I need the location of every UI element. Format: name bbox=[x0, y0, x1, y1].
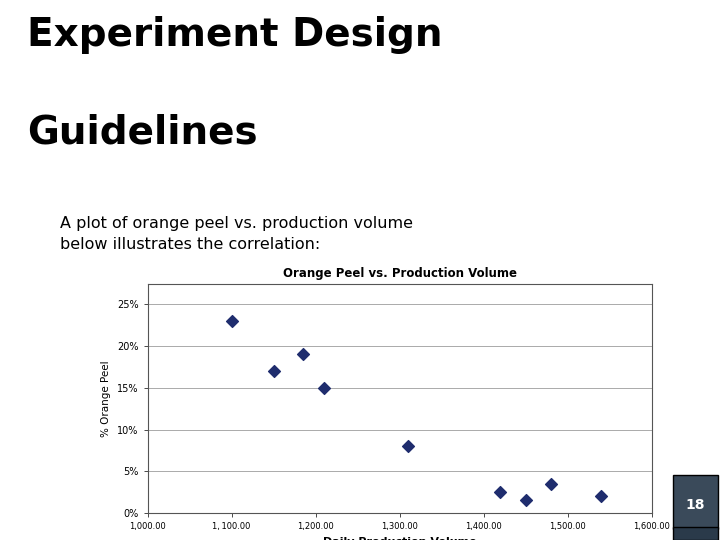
Point bbox=[595, 492, 607, 501]
Text: 18: 18 bbox=[685, 498, 706, 512]
Point bbox=[226, 317, 238, 326]
Point bbox=[495, 488, 506, 496]
FancyBboxPatch shape bbox=[673, 526, 718, 540]
Point bbox=[402, 442, 414, 450]
Point bbox=[520, 496, 531, 505]
X-axis label: Daily Production Volume: Daily Production Volume bbox=[323, 537, 477, 540]
Point bbox=[297, 350, 309, 359]
Point bbox=[545, 480, 557, 488]
Point bbox=[268, 367, 279, 375]
Title: Orange Peel vs. Production Volume: Orange Peel vs. Production Volume bbox=[282, 267, 516, 280]
Point bbox=[318, 383, 330, 392]
Text: Guidelines: Guidelines bbox=[27, 113, 258, 151]
Text: Experiment Design: Experiment Design bbox=[27, 16, 442, 54]
Y-axis label: % Orange Peel: % Orange Peel bbox=[102, 360, 112, 436]
FancyBboxPatch shape bbox=[673, 475, 718, 529]
Text: T. Lisini Baldi Design of Experiments And Data Analysis - Part 1: T. Lisini Baldi Design of Experiments An… bbox=[693, 106, 698, 304]
Text: A plot of orange peel vs. production volume
below illustrates the correlation:: A plot of orange peel vs. production vol… bbox=[60, 216, 413, 252]
